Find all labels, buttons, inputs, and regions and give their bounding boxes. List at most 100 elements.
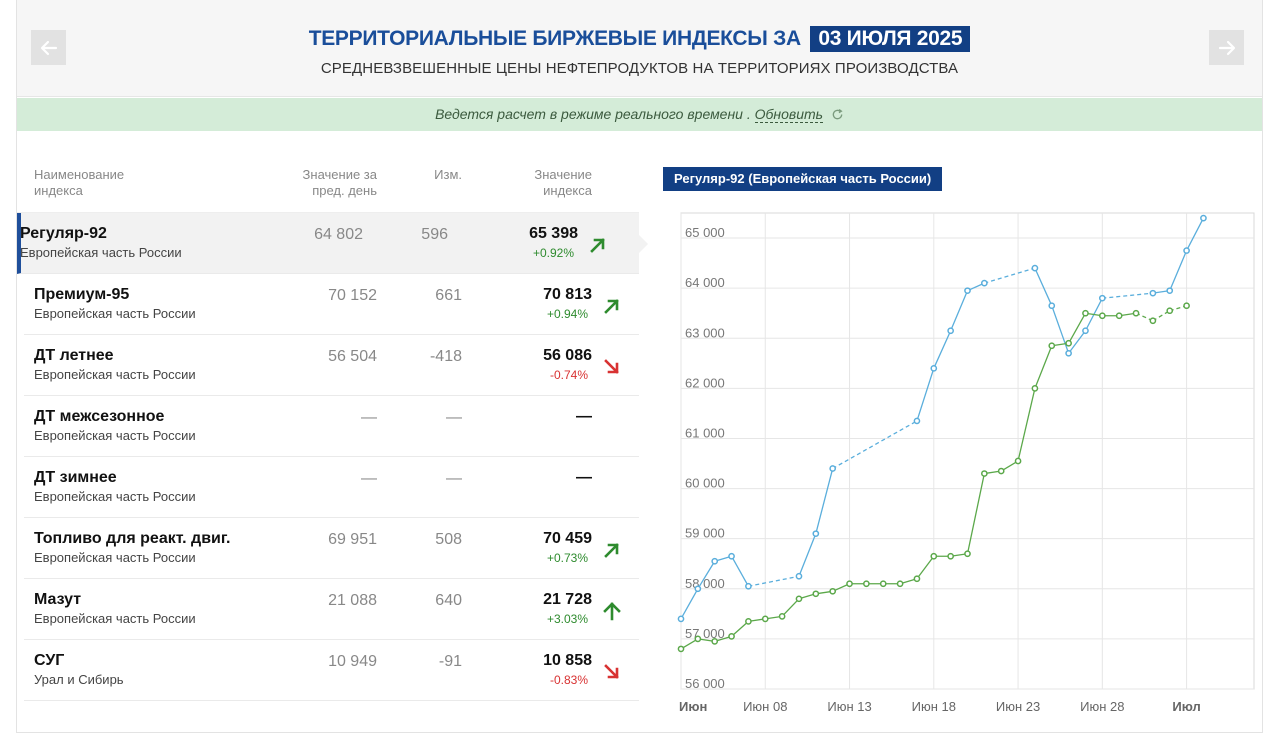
active-row-pointer <box>639 235 648 253</box>
date-badge: 03 ИЮЛЯ 2025 <box>810 26 971 52</box>
table-row[interactable]: Регуляр-92 Европейская часть России 64 802… <box>17 213 648 274</box>
series-1-point <box>1183 247 1190 254</box>
series-1-segment <box>984 267 1036 284</box>
series-2-point <box>1082 309 1089 317</box>
x-tick-label: Июл <box>1172 699 1200 714</box>
trend-down-right-icon <box>604 664 619 679</box>
table-row[interactable]: ДТ межсезонное Европейская часть России — —… <box>24 396 639 457</box>
series-2-point <box>829 587 837 595</box>
status-message: Ведется расчет в режиме реального времен… <box>435 106 751 122</box>
y-tick-label: 57 000 <box>685 626 725 641</box>
series-1-point <box>947 327 954 335</box>
table-row[interactable]: Топливо для реакт. двиг. Европейская част… <box>24 518 639 579</box>
table-row[interactable]: Премиум-95 Европейская часть России 70 152… <box>24 274 639 335</box>
table-row[interactable]: ДТ зимнее Европейская часть России — — — <box>24 457 639 518</box>
series-1-segment <box>730 555 749 587</box>
series-2-segment <box>1034 345 1053 389</box>
arrow-right-icon <box>1218 40 1235 55</box>
series-2-point <box>981 470 988 477</box>
series-2-point <box>778 612 786 620</box>
table-row[interactable]: Мазут Европейская часть России 21 088 640 21… <box>24 579 639 640</box>
change-percent: +0.73% <box>546 551 588 565</box>
series-2-point <box>863 580 870 588</box>
index-name: Регуляр-92 <box>20 225 107 242</box>
series-1-point <box>728 552 735 560</box>
index-value: 70 459 <box>543 530 592 547</box>
series-1-segment <box>916 368 935 422</box>
x-tick-label: Июн 23 <box>996 699 1040 714</box>
index-region: Европейская часть России <box>34 367 196 382</box>
index-name: ДТ зимнее <box>34 469 117 486</box>
prev-value: — <box>361 470 377 487</box>
refresh-icon[interactable] <box>831 108 844 121</box>
series-2-segment <box>1068 312 1087 344</box>
trend-up-right-icon <box>590 238 605 253</box>
price-chart: 56 000 57 000 58 000 59 000 60 000 61 000 62 0… <box>677 212 1255 714</box>
table-body: Регуляр-92 Европейская часть России 64 802… <box>17 213 648 701</box>
series-1-point <box>677 615 685 623</box>
header: ТЕРРИТОРИАЛЬНЫЕ БИРЖЕВЫЕ ИНДЕКСЫ ЗА 03 И… <box>17 0 1262 97</box>
series-1-segment <box>1186 217 1205 251</box>
series-1-segment <box>1034 267 1053 306</box>
chart-title: Регуляр-92 (Европейская часть России) <box>663 167 943 191</box>
series-1-segment <box>680 588 699 620</box>
change-value: — <box>446 409 462 426</box>
index-name: ДТ межсезонное <box>34 408 165 425</box>
series-1-point <box>981 279 988 287</box>
table-row[interactable]: СУГ Урал и Сибирь 10 949 -91 10 858 -0.83% <box>24 640 639 701</box>
series-2-point <box>812 590 820 598</box>
page-title: ТЕРРИТОРИАЛЬНЫЕ БИРЖЕВЫЕ ИНДЕКСЫ ЗА 03 И… <box>17 26 1262 52</box>
index-region: Европейская часть России <box>34 489 196 504</box>
series-1-segment <box>933 330 952 369</box>
series-1-point <box>913 417 921 425</box>
series-1-point <box>1048 302 1056 310</box>
prev-value: 21 088 <box>328 592 377 609</box>
series-2-point <box>1048 342 1056 350</box>
table-row[interactable]: ДТ летнее Европейская часть России 56 504 -… <box>24 335 639 396</box>
series-1-point <box>795 572 803 580</box>
trend-up-icon <box>603 602 621 621</box>
change-percent: +0.94% <box>546 307 588 321</box>
index-name: Мазут <box>34 591 82 608</box>
refresh-link[interactable]: Обновить <box>754 106 823 123</box>
series-1-point <box>1082 327 1089 335</box>
title-text: ТЕРРИТОРИАЛЬНЫЕ БИРЖЕВЫЕ ИНДЕКСЫ ЗА <box>308 27 801 50</box>
series-1-point <box>1166 287 1174 295</box>
series-2-point <box>913 575 921 583</box>
series-1-point <box>745 582 752 590</box>
series-2-point <box>1031 385 1039 392</box>
next-date-button[interactable] <box>1209 30 1244 65</box>
prev-date-button[interactable] <box>31 30 66 65</box>
series-2-point <box>964 550 971 558</box>
index-region: Европейская часть России <box>34 428 196 443</box>
series-2-segment <box>1017 388 1036 462</box>
x-tick-label: Июн 28 <box>1080 699 1124 714</box>
series-2-point <box>846 580 853 588</box>
series-1-segment <box>832 420 918 470</box>
index-name: Премиум-95 <box>34 286 130 303</box>
series-2-point <box>761 615 769 623</box>
header-prev: Значение за пред. день <box>302 167 377 198</box>
series-1-segment <box>950 290 969 331</box>
y-tick-label: 58 000 <box>685 576 725 591</box>
series-1-segment <box>1068 330 1086 354</box>
series-2-point <box>745 618 752 625</box>
change-value: — <box>446 470 462 487</box>
header-change: Изм. <box>434 167 462 182</box>
series-1-point <box>964 287 971 295</box>
header-value: Значение индекса <box>534 167 592 198</box>
index-region: Урал и Сибирь <box>34 672 124 687</box>
header-name: Наименование индекса <box>34 167 125 198</box>
series-1-point <box>930 364 938 372</box>
y-tick-label: 56 000 <box>685 676 725 691</box>
prev-value: 10 949 <box>328 653 377 670</box>
series-2-point <box>896 580 904 588</box>
series-2-point <box>879 580 887 588</box>
index-region: Европейская часть России <box>34 550 196 565</box>
y-tick-label: 59 000 <box>685 526 725 541</box>
change-value: 640 <box>435 592 462 609</box>
series-2-point <box>930 552 938 560</box>
y-tick-label: 62 000 <box>685 375 725 390</box>
series-2-point <box>947 552 954 560</box>
index-value: 56 086 <box>543 347 592 364</box>
